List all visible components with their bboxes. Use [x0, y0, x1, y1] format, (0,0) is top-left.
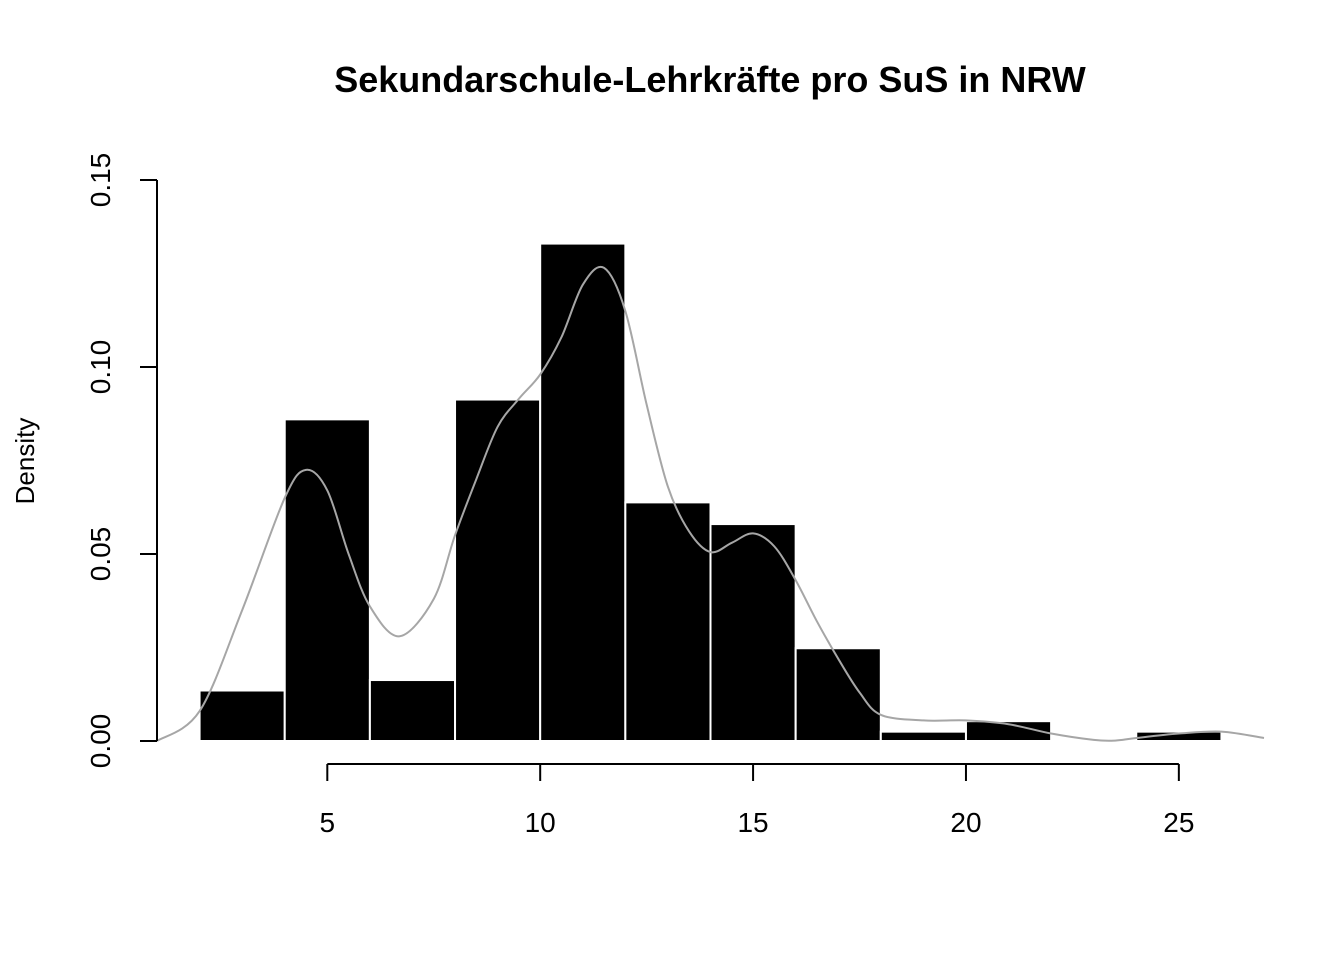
chart-title: Sekundarschule-Lehrkräfte pro SuS in NRW: [334, 59, 1086, 100]
histogram-bar: [368, 679, 457, 743]
y-tick-label: 0.00: [85, 714, 116, 769]
y-axis-label: Density: [10, 418, 40, 505]
histogram-bar: [1135, 730, 1223, 743]
y-tick-label: 0.10: [85, 340, 116, 395]
histogram-bar: [624, 501, 712, 742]
x-axis: 5 10 15 20 25: [320, 763, 1194, 838]
x-tick-label: 20: [950, 807, 981, 838]
density-curve: [156, 265, 1265, 742]
y-tick-label: 0.05: [85, 527, 116, 582]
histogram-bar: [198, 689, 286, 743]
histogram-bar: [709, 523, 797, 743]
histogram-bar: [454, 398, 542, 742]
histogram-bar: [879, 730, 967, 743]
histogram-bar: [794, 647, 882, 742]
histogram-bars: [198, 242, 1223, 743]
x-tick-label: 15: [737, 807, 768, 838]
y-tick-label: 0.15: [85, 153, 116, 208]
histogram-bar: [539, 242, 627, 743]
x-tick-label: 25: [1163, 807, 1194, 838]
x-tick-label: 5: [320, 807, 336, 838]
y-axis: 0.00 0.05 0.10 0.15: [85, 153, 158, 769]
histogram-bar: [964, 720, 1053, 742]
x-tick-label: 10: [525, 807, 556, 838]
